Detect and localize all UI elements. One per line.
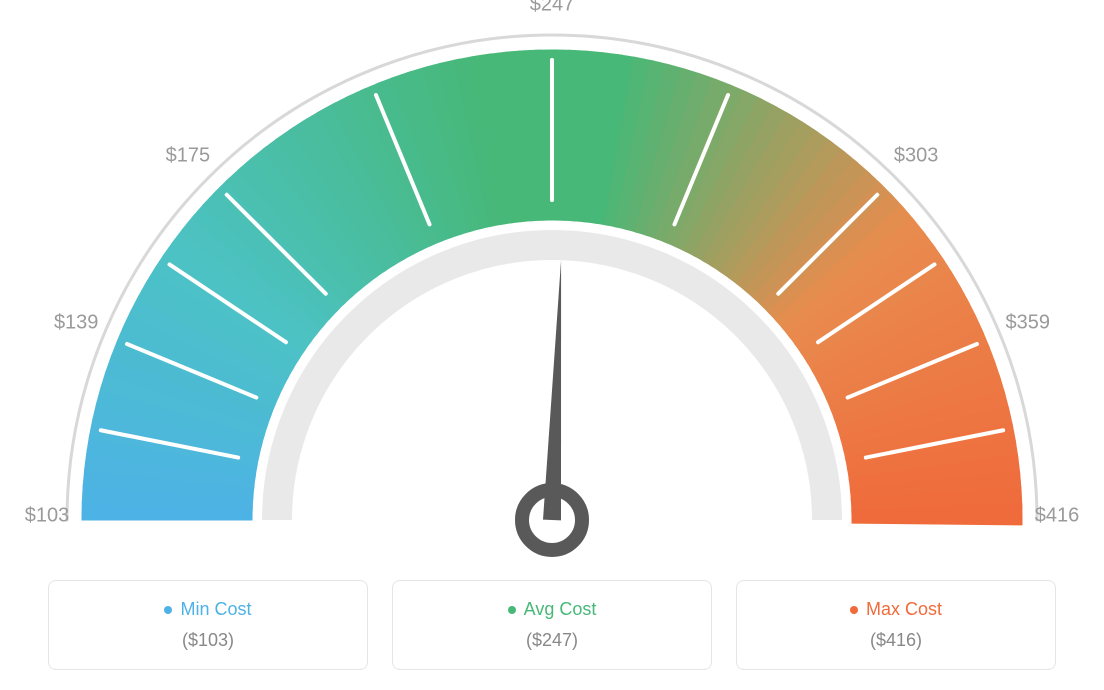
legend-title-avg: Avg Cost <box>508 599 597 620</box>
dot-icon <box>508 606 516 614</box>
gauge-tick-label: $139 <box>54 311 99 334</box>
gauge-tick-label: $303 <box>894 144 939 167</box>
dot-icon <box>164 606 172 614</box>
gauge-tick-label: $175 <box>166 144 211 167</box>
gauge-tick-label: $416 <box>1035 505 1080 528</box>
legend-card-min: Min Cost ($103) <box>48 580 368 670</box>
gauge-tick-label: $247 <box>530 0 575 17</box>
legend-value-max: ($416) <box>737 630 1055 651</box>
legend-value-avg: ($247) <box>393 630 711 651</box>
legend-card-max: Max Cost ($416) <box>736 580 1056 670</box>
gauge-tick-label: $103 <box>25 505 70 528</box>
legend-title-max: Max Cost <box>850 599 942 620</box>
legend-row: Min Cost ($103) Avg Cost ($247) Max Cost… <box>0 580 1104 670</box>
gauge-tick-label: $359 <box>1006 311 1051 334</box>
legend-label: Avg Cost <box>524 599 597 620</box>
gauge-chart: $103 $139 $175 $247 $303 $359 $416 <box>0 0 1104 570</box>
legend-label: Max Cost <box>866 599 942 620</box>
gauge-svg <box>0 0 1104 570</box>
legend-card-avg: Avg Cost ($247) <box>392 580 712 670</box>
legend-title-min: Min Cost <box>164 599 251 620</box>
legend-label: Min Cost <box>180 599 251 620</box>
legend-value-min: ($103) <box>49 630 367 651</box>
dot-icon <box>850 606 858 614</box>
